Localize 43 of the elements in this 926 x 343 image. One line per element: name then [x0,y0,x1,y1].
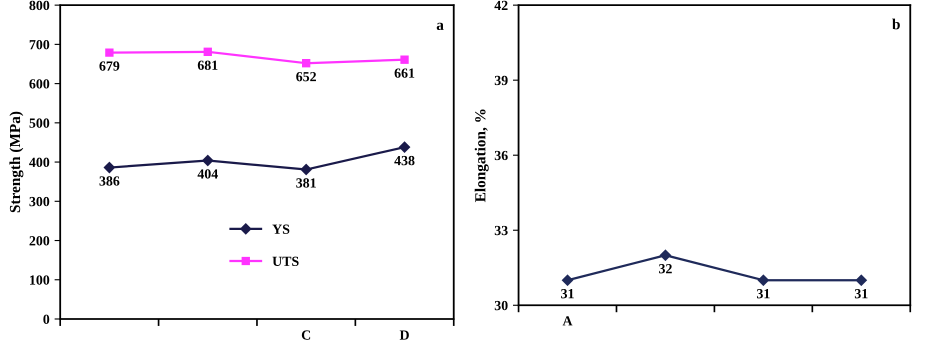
data-label: 652 [296,72,316,82]
y-tick-label: 200 [30,236,50,246]
data-label: 679 [99,61,120,71]
y-tick-label: 33 [494,226,508,236]
y-tick-label: 39 [494,76,508,86]
y-tick-label: 42 [494,0,508,10]
y-tick-label: 700 [30,40,50,50]
data-label: 31 [561,289,574,298]
y-tick-label: 300 [29,196,50,206]
data-label: 381 [296,178,316,188]
point [398,142,410,153]
y-axis-title: Elongation, % [474,110,489,202]
point [104,162,115,174]
y-tick-label: 0 [43,314,50,324]
annotation: a [436,22,444,30]
legend-label: UTS [272,256,299,266]
annotation: b [892,18,900,30]
legend-label: YS [272,224,290,234]
y-tick-label: 800 [29,0,50,10]
y-tick-label: 500 [29,118,50,128]
point [202,154,214,166]
y-tick-label: 36 [494,150,508,160]
data-label: 438 [394,156,415,166]
data-label: 31 [756,289,770,298]
y-tick-label: 30 [494,300,508,310]
x-tick-label: A [562,316,572,326]
data-label: 386 [99,176,120,186]
data-label: 661 [394,68,414,78]
x-tick-label: D [400,330,409,340]
data-label: 404 [198,169,218,179]
point [204,48,212,56]
data-label: 31 [854,289,868,298]
point [105,48,114,57]
data-label: 32 [659,264,672,274]
data-label: 681 [198,60,218,70]
y-tick-label: 400 [29,158,50,168]
x-tick-label: C [302,330,310,340]
y-tick-label: 600 [29,79,50,89]
y-axis-title: Strength (MPa) [9,112,24,212]
point [300,164,312,176]
point [400,56,409,64]
y-tick-label: 100 [30,275,50,285]
point [302,59,310,68]
